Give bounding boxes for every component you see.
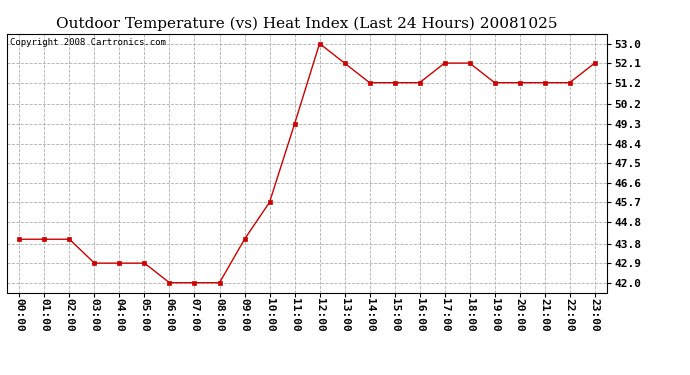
Title: Outdoor Temperature (vs) Heat Index (Last 24 Hours) 20081025: Outdoor Temperature (vs) Heat Index (Las… xyxy=(57,17,558,31)
Text: Copyright 2008 Cartronics.com: Copyright 2008 Cartronics.com xyxy=(10,38,166,46)
